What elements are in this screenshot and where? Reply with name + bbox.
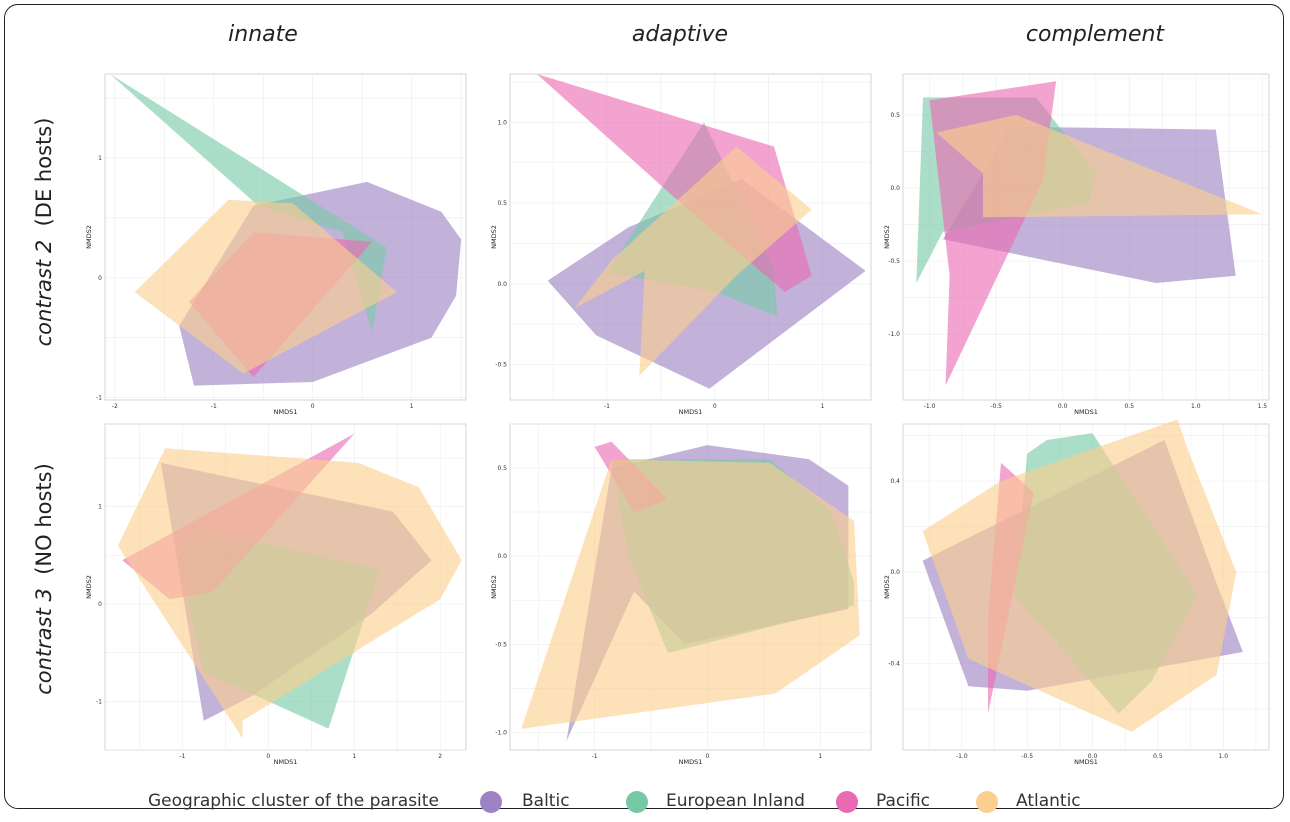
x-tick-label: -1.0 — [924, 403, 936, 410]
y-tick-label: -0.5 — [888, 258, 900, 265]
legend-label-baltic: Baltic — [522, 791, 570, 811]
row-label-contrast-3: contrast 3 (NO hosts) — [32, 429, 56, 729]
column-title-complement: complement — [1025, 22, 1165, 47]
x-tick-label: 2 — [438, 753, 442, 760]
legend-swatch-pacific — [836, 791, 858, 813]
column-title-adaptive: adaptive — [631, 22, 729, 47]
x-axis-label: NMDS1 — [274, 758, 298, 766]
y-tick-label: 1 — [98, 155, 102, 162]
y-tick-label: -1 — [96, 395, 102, 402]
legend-swatch-atlantic — [976, 791, 998, 813]
x-tick-label: 1.0 — [1191, 403, 1201, 410]
x-tick-label: -1 — [592, 753, 598, 760]
hull-atlantic — [521, 459, 860, 729]
y-tick-label: 0.5 — [497, 465, 507, 472]
row-label-contrast-2: contrast 2 (DE hosts) — [32, 82, 56, 382]
panel-contrast3-complement: -1.0 -0.5 0.0 0.5 1.0 -0.4 0.0 0.4 NMDS1 NMDS2 — [883, 420, 1273, 766]
row-label-contrast-3-hosts: (NO hosts) — [32, 463, 56, 575]
y-tick-label: -0.5 — [495, 641, 507, 648]
panel-contrast2-complement: -1.0 -0.5 0.0 0.5 1.0 1.5 -1.0 -0.5 0.0 0.5 NMDS1 N… — [883, 70, 1273, 416]
legend-swatch-european-inland — [626, 791, 648, 813]
legend-label-pacific: Pacific — [876, 791, 931, 811]
y-axis-label: NMDS2 — [490, 225, 498, 249]
y-tick-label: -1.0 — [495, 729, 507, 736]
x-tick-label: 1 — [818, 753, 822, 760]
hull-atlantic — [134, 199, 397, 374]
legend-swatch-baltic — [480, 791, 502, 813]
panel-contrast2-adaptive: -1 0 1 -0.5 0.0 0.5 1.0 NMDS1 NMDS2 — [490, 70, 875, 416]
x-tick-label: -2 — [112, 403, 118, 410]
x-axis-label: NMDS1 — [274, 408, 298, 416]
panel-contrast2-innate: -2 -1 0 1 -1 0 1 NMDS1 NMDS2 — [85, 70, 470, 416]
x-tick-label: 0 — [713, 403, 717, 410]
x-tick-label: 0 — [706, 753, 710, 760]
y-axis-label: NMDS2 — [85, 225, 93, 249]
y-tick-label: 1 — [98, 504, 102, 511]
row-label-contrast-2-main: contrast 2 — [32, 239, 56, 347]
hull-atlantic — [117, 448, 462, 739]
y-tick-label: 0 — [98, 275, 102, 282]
x-tick-label: 0.0 — [1088, 753, 1098, 760]
hull-atlantic — [936, 114, 1263, 218]
hull-atlantic — [574, 146, 812, 376]
y-tick-label: 1.0 — [497, 119, 507, 126]
y-axis-label: NMDS2 — [85, 575, 93, 599]
x-tick-label: -0.5 — [990, 403, 1002, 410]
x-tick-label: 0 — [311, 403, 315, 410]
y-tick-label: -0.4 — [888, 660, 900, 667]
y-axis-label: NMDS2 — [490, 575, 498, 599]
x-tick-label: 0 — [266, 753, 270, 760]
legend-label-european-inland: European Inland — [666, 791, 805, 811]
y-tick-label: 0.0 — [497, 281, 507, 288]
x-tick-label: 1 — [352, 753, 356, 760]
x-tick-label: 1.0 — [1218, 753, 1228, 760]
x-axis-label: NMDS1 — [1074, 408, 1098, 416]
x-tick-label: -1.0 — [956, 753, 968, 760]
row-label-contrast-2-hosts: (DE hosts) — [32, 117, 56, 227]
row-label-contrast-3-main: contrast 3 — [32, 588, 56, 695]
y-axis-label: NMDS2 — [883, 225, 891, 249]
y-tick-label: 0.5 — [890, 112, 900, 119]
column-title-innate: innate — [228, 22, 298, 47]
y-tick-label: 0.4 — [890, 478, 900, 485]
x-axis-label: NMDS1 — [679, 408, 703, 416]
x-tick-label: -0.5 — [1021, 753, 1033, 760]
hull-atlantic — [922, 420, 1237, 732]
y-tick-label: 0.0 — [497, 553, 507, 560]
x-tick-label: 0.0 — [1058, 403, 1068, 410]
legend: Geographic cluster of the parasite Balti… — [0, 791, 1290, 822]
legend-title: Geographic cluster of the parasite — [148, 791, 439, 811]
x-tick-label: 1 — [410, 403, 414, 410]
y-tick-label: 0 — [98, 601, 102, 608]
x-tick-label: 1 — [821, 403, 825, 410]
x-tick-label: -1 — [211, 403, 217, 410]
y-tick-label: 0.0 — [890, 185, 900, 192]
x-axis-label: NMDS1 — [679, 758, 703, 766]
x-tick-label: 0.5 — [1153, 753, 1163, 760]
panel-contrast3-innate: -1 0 1 2 -1 0 1 NMDS1 NMDS2 — [85, 420, 470, 766]
y-tick-label: 0.0 — [890, 569, 900, 576]
y-tick-label: 0.5 — [497, 200, 507, 207]
x-axis-label: NMDS1 — [1074, 758, 1098, 766]
y-tick-label: -0.5 — [495, 361, 507, 368]
x-tick-label: -1 — [179, 753, 185, 760]
x-tick-label: 1.5 — [1258, 403, 1268, 410]
legend-label-atlantic: Atlantic — [1016, 791, 1081, 811]
x-tick-label: -1 — [604, 403, 610, 410]
panel-contrast3-adaptive: -1 0 1 -1.0 -0.5 0.0 0.5 NMDS1 NMDS2 — [490, 420, 875, 766]
x-tick-label: 0.5 — [1124, 403, 1134, 410]
y-tick-label: -1.0 — [888, 331, 900, 338]
y-tick-label: -1 — [96, 698, 102, 705]
y-axis-label: NMDS2 — [883, 575, 891, 599]
